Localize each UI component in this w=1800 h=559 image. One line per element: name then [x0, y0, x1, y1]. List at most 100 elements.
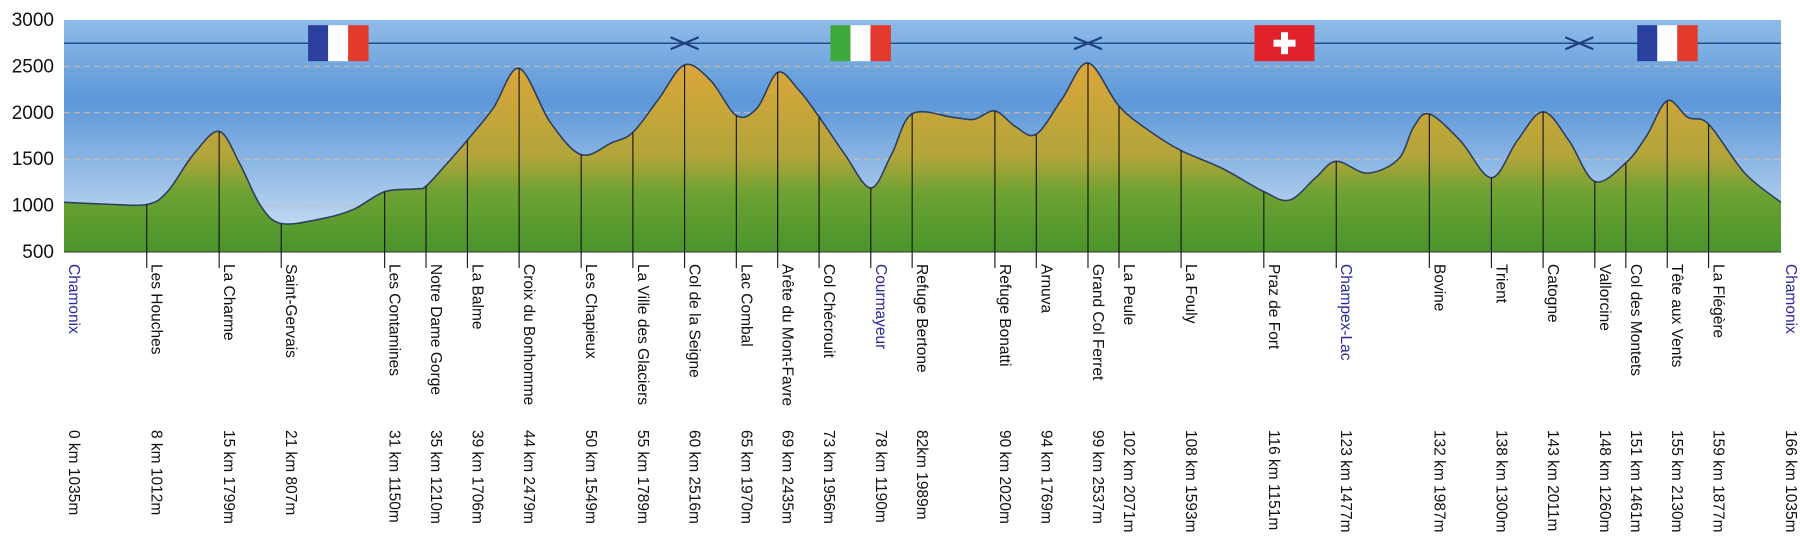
- terrain-area: [63, 62, 1782, 253]
- waypoint-name: Saint-Gervais: [282, 264, 299, 358]
- y-tick-label: 3000: [12, 10, 54, 31]
- flag-italy-icon: [830, 25, 891, 62]
- waypoint-distance-altitude: 73 km 1956m: [820, 430, 837, 524]
- waypoint: Vallorcine 148 km 1260m: [1594, 181, 1613, 533]
- waypoint: La Charme 15 km 1799m: [218, 131, 237, 524]
- y-tick-label: 2500: [12, 56, 54, 77]
- waypoint-name: Les Chapieux: [582, 264, 599, 359]
- waypoint-name: La Flégère: [1710, 264, 1727, 338]
- waypoint-name: Les Houches: [148, 264, 165, 355]
- waypoint-name: Les Contamines: [386, 264, 403, 376]
- border-crossing-icon: [1564, 36, 1594, 51]
- waypoint-distance-altitude: 21 km 807m: [282, 430, 299, 515]
- waypoint-name: Refuge Bertone: [913, 264, 930, 373]
- waypoint-name: Col Chécrouit: [820, 264, 837, 359]
- waypoint: Bovine 132 km 1987m: [1428, 114, 1447, 533]
- waypoint-distance-altitude: 151 km 1461m: [1627, 430, 1644, 533]
- waypoint: Arnuva 94 km 1769m: [1035, 134, 1054, 524]
- waypoint-distance-altitude: 69 km 2435m: [779, 430, 796, 524]
- y-tick-label: 1500: [12, 149, 54, 170]
- waypoint: Champex-Lac 123 km 1477m: [1335, 161, 1354, 533]
- waypoint: Refuge Bertone 82km 1989m: [911, 113, 930, 520]
- waypoint-distance-altitude: 159 km 1877m: [1710, 430, 1727, 533]
- waypoint-name: Notre Dame Gorge: [427, 264, 444, 395]
- waypoint-name: Praz de Fort: [1265, 264, 1282, 350]
- waypoint: Les Houches 8 km 1012m: [146, 204, 165, 515]
- waypoint-name: Chamonix: [1782, 264, 1799, 334]
- waypoint-name: Trient: [1492, 264, 1509, 304]
- waypoint: Lac Combal 65 km 1970m: [735, 115, 754, 524]
- waypoint-name: La Peule: [1120, 264, 1137, 325]
- border-crossing-icon: [670, 36, 700, 51]
- waypoint-name: Catogne: [1544, 264, 1561, 323]
- waypoint: Col Chécrouit 73 km 1956m: [818, 116, 837, 524]
- waypoint-name: Col des Montets: [1627, 264, 1644, 376]
- waypoint: La Balme 39 km 1706m: [466, 140, 485, 524]
- waypoint-name: La Charme: [220, 264, 237, 341]
- waypoint: Croix du Bonhomme 44 km 2479m: [518, 68, 537, 524]
- waypoint-distance-altitude: 102 km 2071m: [1120, 430, 1137, 533]
- waypoint-name: Lac Combal: [737, 264, 754, 347]
- waypoint: Chamonix 0 km 1035m: [65, 264, 82, 515]
- waypoint-distance-altitude: 143 km 2011m: [1544, 430, 1561, 531]
- waypoint: Les Chapieux 50 km 1549m: [580, 154, 599, 524]
- waypoint-name: Refuge Bonatti: [996, 264, 1013, 367]
- flag-switzerland-icon: [1254, 25, 1315, 62]
- waypoint-name: La Ville des Glaciers: [634, 264, 651, 405]
- border-crossing-icon: [1073, 36, 1103, 51]
- y-axis: 3000 2500 2000 1500 1000 500: [12, 10, 54, 263]
- waypoint-distance-altitude: 78 km 1190m: [872, 430, 889, 523]
- waypoint-distance-altitude: 15 km 1799m: [220, 430, 237, 524]
- waypoint-distance-altitude: 123 km 1477m: [1337, 430, 1354, 533]
- waypoint-distance-altitude: 99 km 2537m: [1089, 430, 1106, 524]
- waypoint-distance-altitude: 31 km 1150m: [386, 430, 403, 523]
- waypoint: Notre Dame Gorge 35 km 1210m: [425, 186, 444, 524]
- waypoint: La Flégère 159 km 1877m: [1708, 124, 1727, 533]
- waypoint: Arête du Mont-Favre 69 km 2435m: [777, 72, 796, 524]
- waypoint-distance-altitude: 35 km 1210m: [427, 430, 444, 524]
- waypoint-distance-altitude: 108 km 1593m: [1182, 430, 1199, 533]
- waypoint-name: Grand Col Ferret: [1089, 264, 1106, 381]
- waypoint-name: La Fouly: [1182, 264, 1199, 324]
- waypoint-name: Vallorcine: [1596, 264, 1613, 331]
- waypoint-distance-altitude: 166 km 1035m: [1782, 430, 1799, 533]
- waypoint-name: Tête aux Vents: [1668, 264, 1685, 368]
- waypoint: Chamonix 166 km 1035m: [1782, 264, 1799, 533]
- waypoint-distance-altitude: 116 km 1151m: [1265, 430, 1282, 530]
- waypoint-distance-altitude: 8 km 1012m: [148, 430, 165, 515]
- waypoint: Trient 138 km 1300m: [1490, 177, 1509, 533]
- waypoint-distance-altitude: 50 km 1549m: [582, 430, 599, 524]
- waypoint-distance-altitude: 44 km 2479m: [520, 430, 537, 524]
- profile-line: [63, 62, 1782, 225]
- terrain-fill: [64, 62, 1781, 252]
- waypoint-name: Arnuva: [1037, 264, 1054, 313]
- waypoint-distance-altitude: 65 km 1970m: [737, 430, 754, 524]
- y-tick-label: 2000: [12, 103, 54, 124]
- waypoint: Catogne 143 km 2011m: [1542, 111, 1561, 531]
- waypoint-distance-altitude: 155 km 2130m: [1668, 430, 1685, 533]
- waypoint: Grand Col Ferret 99 km 2537m: [1087, 62, 1106, 524]
- waypoint-name: Chamonix: [65, 264, 82, 334]
- waypoint-distance-altitude: 0 km 1035m: [65, 430, 82, 515]
- waypoint: Les Contamines 31 km 1150m: [384, 191, 403, 523]
- y-tick-label: 500: [22, 242, 54, 263]
- waypoint: Col des Montets 151 km 1461m: [1625, 162, 1644, 533]
- waypoint: La Ville des Glaciers 55 km 1789m: [632, 132, 651, 524]
- flag-france-icon: [1637, 25, 1698, 62]
- waypoint-name: La Balme: [468, 264, 485, 329]
- waypoint-distance-altitude: 82km 1989m: [913, 430, 930, 520]
- waypoint: Courmayeur 78 km 1190m: [870, 187, 889, 523]
- waypoint-name: Croix du Bonhomme: [520, 264, 537, 405]
- waypoint-distance-altitude: 60 km 2516m: [686, 430, 703, 524]
- flag-france-icon: [308, 25, 369, 62]
- waypoint-distance-altitude: 94 km 1769m: [1037, 430, 1054, 524]
- waypoint-name: Col de la Seigne: [686, 264, 703, 378]
- waypoint-name: Champex-Lac: [1337, 264, 1354, 361]
- waypoint-distance-altitude: 138 km 1300m: [1492, 430, 1509, 533]
- waypoint-distance-altitude: 55 km 1789m: [634, 430, 651, 524]
- waypoint-distance-altitude: 148 km 1260m: [1596, 430, 1613, 533]
- waypoint: La Peule 102 km 2071m: [1118, 106, 1137, 533]
- waypoint: Tête aux Vents 155 km 2130m: [1666, 100, 1685, 533]
- waypoint: Refuge Bonatti 90 km 2020m: [994, 110, 1013, 524]
